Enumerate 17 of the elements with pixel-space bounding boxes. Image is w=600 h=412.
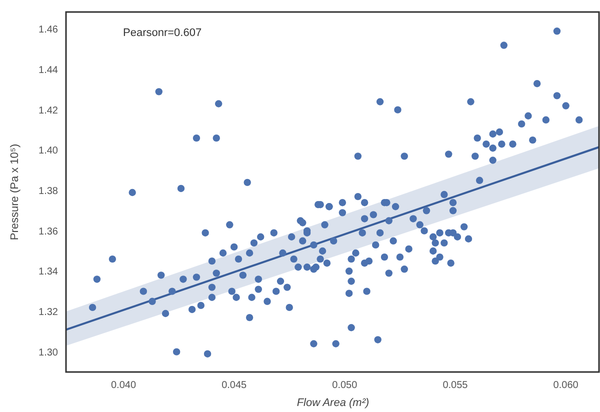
y-tick-label: 1.46 — [38, 24, 58, 36]
x-axis-title: Flow Area (m²) — [296, 397, 370, 409]
y-tick-label: 1.44 — [38, 64, 58, 76]
y-tick-label: 1.38 — [38, 186, 58, 197]
y-axis-title: Pressure (Pa x 10⁵) — [9, 144, 21, 240]
x-tick-label: 0.040 — [110, 380, 136, 391]
x-tick-label: 0.050 — [332, 380, 358, 391]
y-tick-label: 1.36 — [38, 226, 58, 238]
y-tick-label: 1.40 — [38, 146, 58, 157]
x-tick-label: 0.045 — [222, 380, 248, 391]
y-tick-label: 1.34 — [38, 266, 58, 278]
x-tick-label: 0.060 — [553, 380, 579, 391]
annotation: Pearsonr=0.607 — [123, 27, 202, 39]
y-tick-label: 1.42 — [38, 105, 58, 116]
x-tick-label: 0.055 — [442, 380, 468, 391]
y-tick-label: 1.30 — [38, 347, 58, 358]
y-tick-label: 1.32 — [38, 306, 58, 318]
